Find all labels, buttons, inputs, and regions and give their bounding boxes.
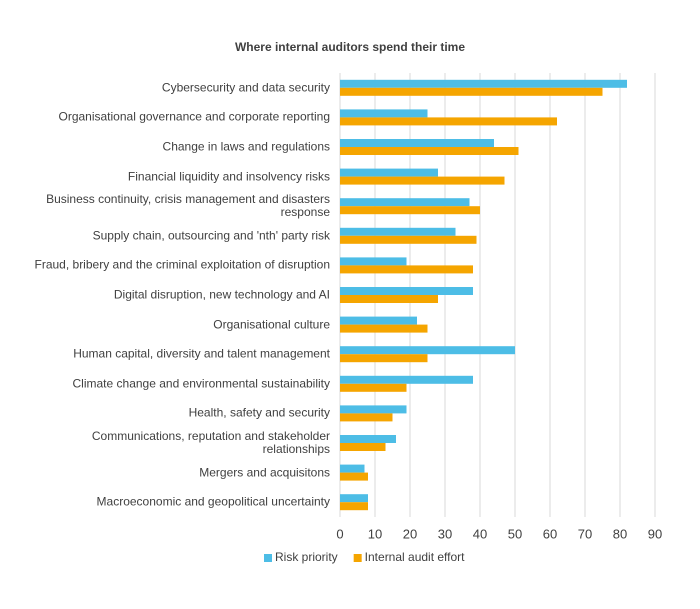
- bar: [340, 413, 393, 422]
- bar: [340, 324, 428, 333]
- bar: [340, 435, 396, 443]
- y-tick-label: Health, safety and security: [188, 405, 330, 420]
- legend-swatch: [353, 554, 362, 562]
- bar: [340, 147, 519, 155]
- bar: [340, 206, 480, 215]
- y-tick-label: Cybersecurity and data security: [161, 80, 330, 95]
- bar: [340, 354, 428, 363]
- x-tick-label: 10: [368, 526, 382, 541]
- bar: [340, 139, 494, 147]
- y-tick-label: Financial liquidity and insolvency risks: [127, 169, 330, 184]
- bar: [340, 295, 438, 303]
- y-tick-label: Fraud, bribery and the criminal exploita…: [34, 257, 331, 272]
- bar: [340, 346, 515, 355]
- y-tick-label: Organisational culture: [213, 317, 330, 332]
- bar: [340, 443, 386, 451]
- x-tick-label: 70: [578, 526, 592, 541]
- bar: [340, 464, 365, 473]
- bar: [340, 375, 473, 384]
- x-tick-label: 0: [336, 526, 343, 541]
- y-tick-label: Business continuity, crisis management a…: [46, 192, 330, 220]
- bar: [340, 287, 473, 295]
- y-tick-label: Mergers and acquisitons: [199, 465, 330, 480]
- bar: [340, 79, 627, 88]
- y-tick-label: Macroeconomic and geopolitical uncertain…: [96, 494, 330, 509]
- y-tick-label: Climate change and environmental sustain…: [72, 376, 330, 391]
- legend-label: Risk priority: [275, 550, 338, 564]
- bar: [340, 227, 456, 236]
- bar: [340, 502, 368, 511]
- bar: [340, 176, 505, 185]
- bar: [340, 235, 477, 244]
- legend-swatch: [264, 554, 272, 562]
- bar: [340, 109, 428, 118]
- chart-title: Where internal auditors spend their time: [235, 40, 465, 54]
- legend-label: Internal audit effort: [365, 550, 466, 564]
- y-tick-label: Communications, reputation and stakehold…: [91, 429, 330, 456]
- y-tick-label: Human capital, diversity and talent mana…: [73, 346, 330, 361]
- bar: [340, 257, 407, 266]
- bar: [340, 316, 417, 325]
- y-tick-label: Digital disruption, new technology and A…: [113, 287, 330, 302]
- x-tick-label: 50: [508, 526, 522, 541]
- x-tick-label: 40: [473, 526, 487, 541]
- bar: [340, 87, 603, 96]
- x-tick-label: 80: [613, 526, 627, 541]
- y-tick-label: Supply chain, outsourcing and 'nth' part…: [92, 228, 330, 243]
- bar: [340, 117, 557, 126]
- x-tick-label: 20: [403, 526, 417, 541]
- y-tick-label: Organisational governance and corporate …: [58, 109, 330, 124]
- bar: [340, 472, 368, 481]
- bar: [340, 265, 473, 274]
- bar: [340, 168, 438, 177]
- bar: [340, 383, 407, 392]
- bar: [340, 198, 470, 207]
- bar: [340, 494, 368, 503]
- x-tick-label: 60: [543, 526, 557, 541]
- bar: [340, 405, 407, 414]
- y-tick-label: Change in laws and regulations: [162, 139, 330, 154]
- x-tick-label: 30: [438, 526, 452, 541]
- x-tick-label: 90: [648, 526, 662, 541]
